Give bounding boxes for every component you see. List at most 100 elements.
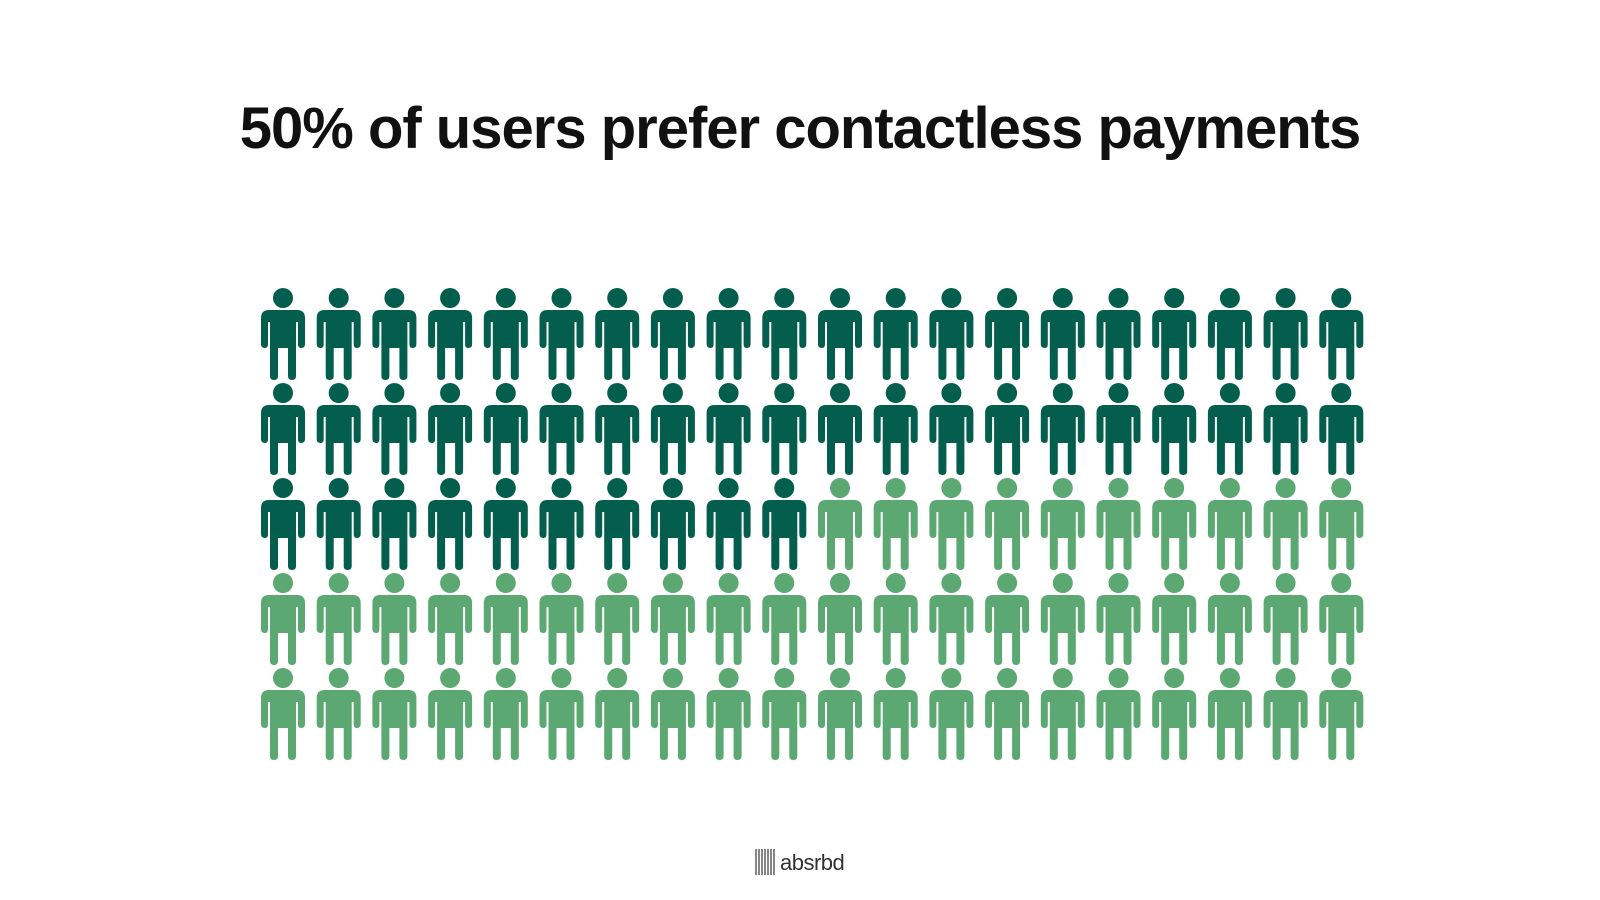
person-icon [595,668,640,760]
person-icon [1152,383,1197,475]
person-icon [428,383,473,475]
person-icon [706,478,751,570]
person-icon [873,383,918,475]
person-icon [818,383,862,475]
brand-name: absrbd [780,850,844,875]
person-icon [1152,288,1197,380]
person-icon [706,573,751,665]
person-icon [372,478,417,570]
person-icon [428,573,473,665]
person-icon [1319,478,1364,570]
person-icon [1040,288,1085,380]
person-icon [428,478,473,570]
person-icon [372,288,417,380]
person-icon [762,288,807,380]
person-icon [650,288,695,380]
chart-title: 50% of users prefer contactless payments [240,96,1360,161]
person-icon [1207,478,1252,570]
person-icon [428,668,473,760]
person-icon [818,288,862,380]
person-icon [1152,668,1197,760]
person-icon [261,383,305,475]
person-icon [372,573,417,665]
person-icon [762,573,807,665]
person-icon [1263,668,1308,760]
person-icon [985,478,1030,570]
person-icon [1040,478,1085,570]
person-icon [595,288,640,380]
person-icon [1263,478,1308,570]
person-icon [650,668,695,760]
person-icon [1263,573,1308,665]
person-icon [1319,573,1364,665]
person-icon [650,573,695,665]
person-icon [1096,478,1141,570]
person-icon [539,288,584,380]
person-icon [873,573,918,665]
person-icon [483,668,528,760]
person-icon [372,383,417,475]
person-icon [1207,288,1252,380]
person-icon [873,668,918,760]
person-icon [1040,573,1085,665]
person-icon [762,478,807,570]
person-icon [706,668,751,760]
person-icon [428,288,473,380]
brand-logo [755,849,775,875]
person-icon [316,573,361,665]
person-icon [1263,383,1308,475]
person-icon [1207,573,1252,665]
person-icon [929,573,974,665]
person-icon [483,288,528,380]
person-icon [762,668,807,760]
person-icon [929,288,974,380]
person-icon [1152,573,1197,665]
person-icon [483,383,528,475]
person-icon [539,668,584,760]
person-icon [1152,478,1197,570]
person-icon [1319,383,1364,475]
person-icon [985,288,1030,380]
person-icon [873,288,918,380]
person-icon [1040,668,1085,760]
person-icon [1207,668,1252,760]
person-icon [1319,288,1364,380]
person-icon [539,478,584,570]
person-icon [595,478,640,570]
person-icon [316,288,361,380]
person-icon [261,573,305,665]
person-icon [372,668,417,760]
person-icon [483,478,528,570]
person-icon [1207,383,1252,475]
person-icon [1040,383,1085,475]
person-icon [650,383,695,475]
person-icon [873,478,918,570]
person-icon [706,288,751,380]
person-icon [261,478,305,570]
person-icon [1096,668,1141,760]
person-icon [929,383,974,475]
person-icon [985,668,1030,760]
person-icon [1096,383,1141,475]
person-icon [1319,668,1364,760]
person-icon [1096,573,1141,665]
person-icon [818,478,862,570]
person-icon [650,478,695,570]
person-icon [539,573,584,665]
person-icon [261,668,305,760]
person-icon [316,478,361,570]
person-icon [483,573,528,665]
person-icon [316,668,361,760]
person-icon [1263,288,1308,380]
person-icon [929,668,974,760]
person-icon [316,383,361,475]
person-icon [762,383,807,475]
person-icon [985,383,1030,475]
person-icon [818,668,862,760]
person-icon [1096,288,1141,380]
person-icon [539,383,584,475]
person-icon [985,573,1030,665]
person-icon [818,573,862,665]
